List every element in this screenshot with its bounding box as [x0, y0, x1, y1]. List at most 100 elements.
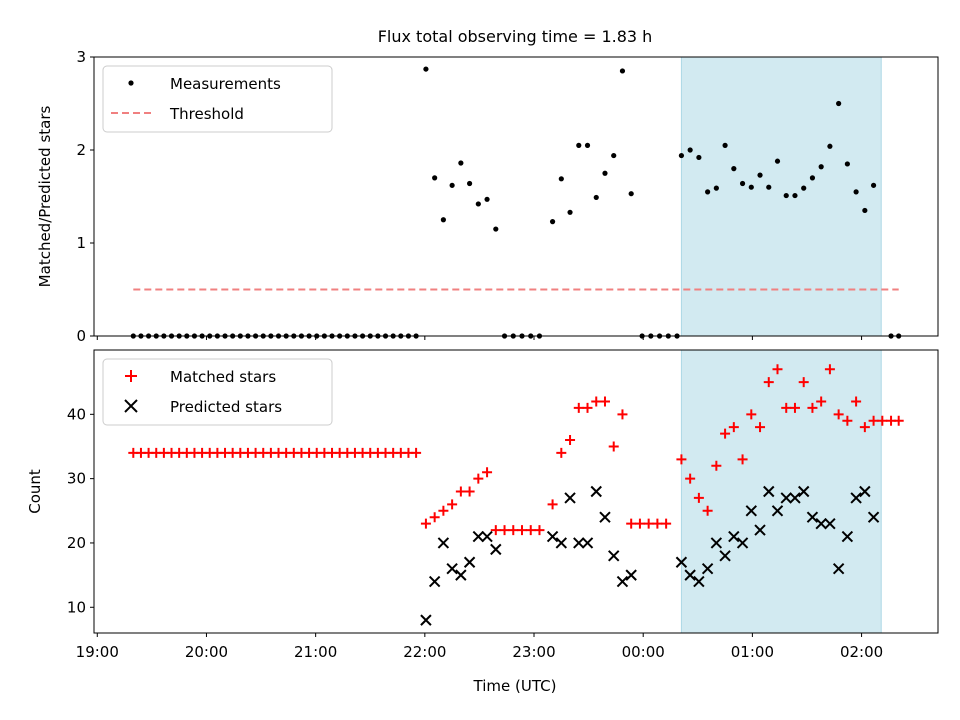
top-panel — [90, 56, 939, 340]
matched-point — [455, 486, 466, 497]
predicted-point — [824, 517, 836, 530]
predicted-point — [625, 569, 637, 581]
measurement-point — [432, 175, 438, 181]
matched-point — [634, 518, 645, 529]
matched-point — [652, 518, 663, 529]
matched-point — [599, 396, 610, 407]
predicted-point — [745, 505, 758, 517]
matched-point — [547, 499, 558, 510]
measurement-point — [449, 182, 455, 188]
matched-point — [781, 402, 792, 413]
legend-entry-label: Matched stars — [170, 368, 276, 386]
predicted-point — [455, 569, 467, 581]
predicted-point — [481, 530, 493, 543]
predicted-point — [710, 537, 723, 549]
top-ytick-label: 2 — [76, 141, 86, 159]
matched-point — [565, 435, 576, 446]
matched-point — [720, 428, 731, 439]
predicted-point — [546, 530, 559, 543]
measurement-point — [818, 164, 824, 170]
measurement-point — [458, 160, 464, 166]
matched-point — [772, 364, 783, 375]
matched-point — [789, 402, 800, 413]
measurement-point — [423, 66, 429, 72]
predicted-point — [832, 562, 845, 575]
predicted-point — [463, 556, 476, 568]
top-ytick-label: 3 — [76, 48, 86, 66]
predicted-point — [472, 530, 485, 543]
matched-point — [420, 518, 431, 529]
predicted-point — [564, 492, 576, 504]
matched-point — [685, 473, 696, 484]
matched-point — [508, 525, 519, 536]
xlabel: Time (UTC) — [473, 677, 557, 695]
matched-point — [763, 377, 774, 388]
predicted-point — [850, 492, 862, 504]
xtick-label: 00:00 — [622, 643, 665, 661]
legend-measurements-swatch — [128, 80, 134, 86]
matched-point — [676, 454, 687, 465]
measurement-point — [549, 219, 556, 225]
legend-predicted-swatch — [124, 399, 138, 413]
measurement-point — [731, 166, 737, 172]
measurement-point — [678, 152, 685, 159]
top-ytick-label: 0 — [76, 327, 86, 345]
measurement-point — [853, 189, 859, 195]
matched-point — [411, 447, 422, 458]
predicted-point — [797, 485, 810, 498]
top-ylabel: Matched/Predicted stars — [36, 106, 54, 288]
predicted-point — [780, 492, 792, 504]
predicted-point — [771, 505, 784, 517]
predicted-point — [590, 485, 602, 498]
predicted-point — [616, 575, 629, 588]
predicted-point — [420, 614, 432, 626]
xtick-label: 21:00 — [294, 643, 337, 661]
measurement-point — [567, 209, 573, 215]
matched-point — [556, 447, 567, 458]
matched-point — [499, 525, 510, 536]
predicted-point — [490, 543, 502, 556]
matched-point — [851, 396, 862, 407]
measurement-point — [576, 142, 582, 148]
predicted-point — [675, 556, 688, 568]
matched-point — [711, 460, 722, 471]
bottom-highlight-span — [680, 349, 882, 634]
predicted-point — [754, 524, 766, 536]
xtick-label: 01:00 — [731, 643, 774, 661]
top-ytick-label: 1 — [76, 234, 86, 252]
measurement-point — [475, 201, 481, 207]
xtick-label: 22:00 — [403, 643, 446, 661]
measurement-point — [705, 189, 711, 195]
measurement-point — [757, 172, 763, 178]
matched-point — [661, 518, 672, 529]
predicted-point — [599, 511, 611, 523]
measurement-point — [440, 217, 446, 223]
predicted-point — [555, 537, 568, 549]
matched-point — [525, 525, 536, 536]
matched-point — [833, 409, 844, 420]
matched-point — [626, 518, 637, 529]
matched-point — [737, 454, 748, 465]
measurement-point — [739, 180, 746, 187]
legend-entry-label: Measurements — [170, 75, 281, 93]
bottom-ytick-label: 30 — [67, 470, 86, 488]
measurement-point — [696, 154, 702, 161]
matched-point — [824, 364, 835, 375]
bottom-frame — [93, 349, 939, 634]
predicted-point — [859, 485, 871, 498]
matched-point — [842, 415, 853, 426]
legend-entry-label: Threshold — [169, 105, 244, 123]
measurement-point — [722, 142, 728, 148]
chart-title: Flux total observing time = 1.83 h — [378, 27, 653, 46]
measurement-point — [836, 100, 842, 107]
measurement-point — [584, 142, 591, 148]
measurement-point — [862, 207, 868, 214]
measurement-point — [792, 192, 798, 199]
matched-point — [728, 422, 739, 433]
predicted-point — [693, 575, 705, 588]
matched-point — [746, 409, 757, 420]
bottom-ylabel: Count — [26, 469, 44, 514]
measurement-point — [558, 176, 564, 182]
matched-point — [473, 473, 484, 484]
top-highlight-span — [680, 56, 882, 337]
